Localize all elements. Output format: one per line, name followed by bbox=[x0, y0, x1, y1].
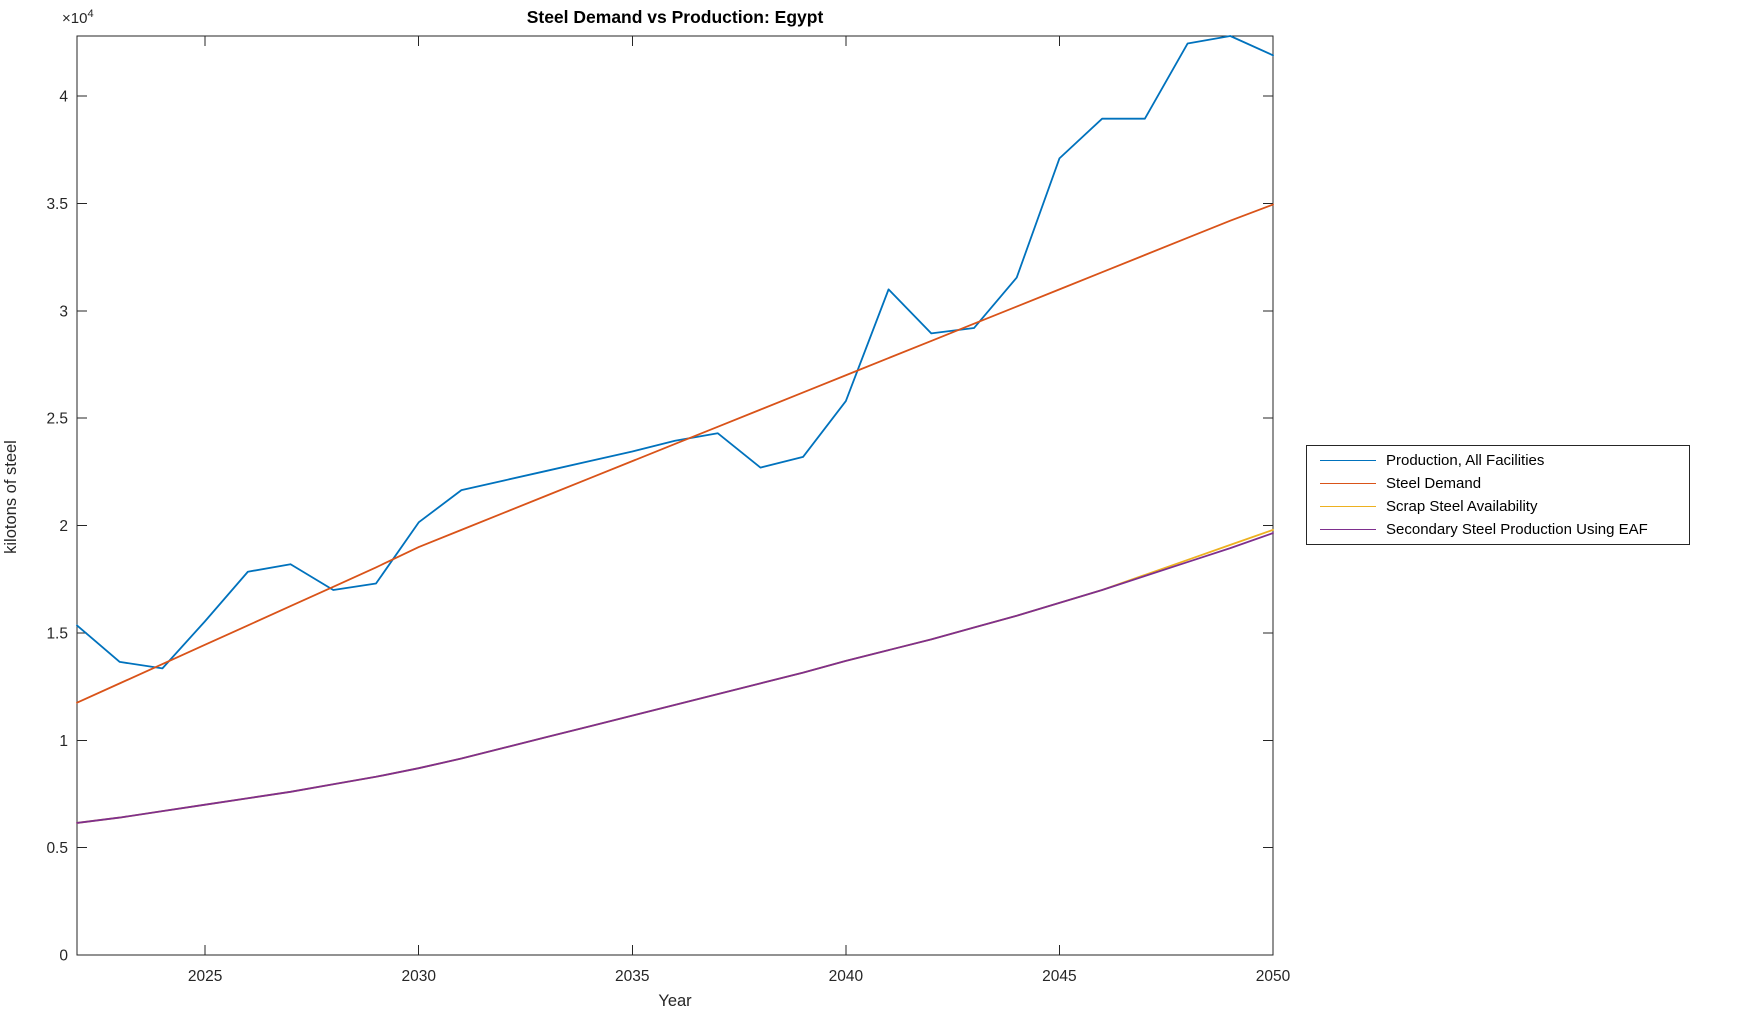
legend-line-sample-production bbox=[1320, 460, 1376, 461]
legend-line-sample-scrap-availability bbox=[1320, 506, 1376, 507]
legend-box: Production, All Facilities Steel Demand … bbox=[1306, 445, 1690, 545]
series-line-secondary-steel-production-using-eaf bbox=[76, 532, 1274, 824]
y-tick-label: 1 bbox=[59, 733, 68, 750]
x-tick-label: 2050 bbox=[1256, 968, 1291, 985]
legend-entry-production: Production, All Facilities bbox=[1307, 449, 1689, 472]
y-tick-label: 3 bbox=[59, 303, 68, 320]
legend-label: Production, All Facilities bbox=[1386, 452, 1545, 469]
legend-line-sample-secondary-eaf bbox=[1320, 529, 1376, 530]
y-tick-label: 1.5 bbox=[46, 625, 68, 642]
legend-entry-secondary-eaf: Secondary Steel Production Using EAF bbox=[1307, 518, 1689, 541]
x-tick-label: 2040 bbox=[829, 968, 864, 985]
legend-label: Secondary Steel Production Using EAF bbox=[1386, 521, 1648, 538]
legend-entry-scrap-availability: Scrap Steel Availability bbox=[1307, 495, 1689, 518]
series-line-production-all-facilities bbox=[76, 35, 1274, 670]
x-tick-label: 2025 bbox=[188, 968, 222, 985]
y-tick-label: 0.5 bbox=[46, 840, 68, 857]
y-axis-exponent: ×104 bbox=[62, 8, 94, 27]
y-tick-label: 3.5 bbox=[46, 196, 68, 213]
y-tick-label: 2.5 bbox=[46, 411, 68, 428]
y-tick-label: 2 bbox=[59, 518, 68, 535]
y-axis-exponent-power: 4 bbox=[87, 8, 94, 20]
legend-label: Steel Demand bbox=[1386, 475, 1482, 492]
y-axis-exponent-base: ×10 bbox=[62, 10, 88, 27]
series-line-steel-demand bbox=[76, 203, 1274, 704]
x-tick-label: 2045 bbox=[1042, 968, 1076, 985]
x-axis-label: Year bbox=[658, 992, 692, 1010]
series-line-scrap-steel-availability bbox=[76, 528, 1274, 824]
legend-entry-steel-demand: Steel Demand bbox=[1307, 472, 1689, 495]
plot-box bbox=[76, 35, 1274, 956]
legend-label: Scrap Steel Availability bbox=[1386, 498, 1538, 515]
legend-line-sample-steel-demand bbox=[1320, 483, 1376, 484]
x-tick-label: 2035 bbox=[615, 968, 649, 985]
chart-title: Steel Demand vs Production: Egypt bbox=[526, 7, 824, 27]
y-tick-label: 0 bbox=[59, 948, 68, 965]
y-tick-label: 4 bbox=[59, 89, 68, 106]
x-tick-label: 2030 bbox=[401, 968, 436, 985]
